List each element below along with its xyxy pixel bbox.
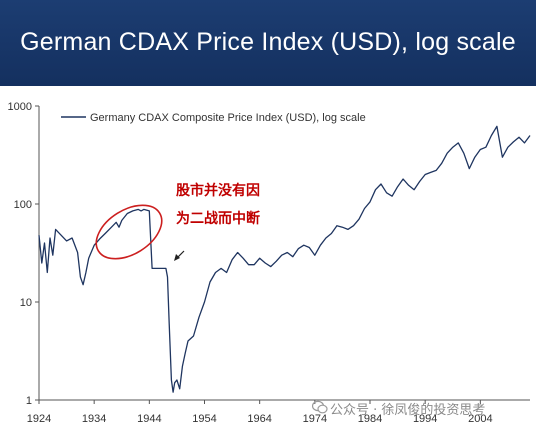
y-tick-label: 10 — [20, 297, 32, 309]
x-tick-group: 1924 1934 1944 1954 1964 1974 1984 1994 2004 — [27, 400, 493, 425]
x-tick-label: 1974 — [303, 413, 327, 425]
page-title: German CDAX Price Index (USD), log scale — [20, 28, 516, 56]
annotation-line-1: 股市并没有因 — [176, 182, 260, 199]
title-bar: German CDAX Price Index (USD), log scale — [0, 0, 536, 86]
y-tick-label: 1000 — [8, 101, 32, 113]
x-tick-label: 1924 — [27, 413, 51, 425]
x-tick-label: 1994 — [413, 413, 437, 425]
x-tick-label: 1954 — [192, 413, 216, 425]
y-tick-group: 1 10 100 1000 — [8, 101, 39, 407]
y-tick-label: 100 — [14, 199, 32, 211]
x-tick-label: 2004 — [468, 413, 492, 425]
series-layer — [38, 125, 531, 393]
x-tick-label: 1964 — [247, 413, 271, 425]
x-tick-label: 1944 — [137, 413, 161, 425]
annotation-arrow-head — [174, 254, 180, 261]
legend-label: Germany CDAX Composite Price Index (USD)… — [90, 112, 366, 124]
x-tick-label: 1984 — [358, 413, 382, 425]
watermark: 公众号 · 徐凤俊的投资思考 — [330, 403, 486, 418]
series-line — [38, 125, 531, 393]
y-tick-label: 1 — [26, 395, 32, 407]
x-tick-label: 1934 — [82, 413, 106, 425]
wechat-icon — [312, 400, 328, 414]
annotation-line-2: 为二战而中断 — [176, 210, 260, 227]
annotation-circle — [95, 204, 163, 260]
